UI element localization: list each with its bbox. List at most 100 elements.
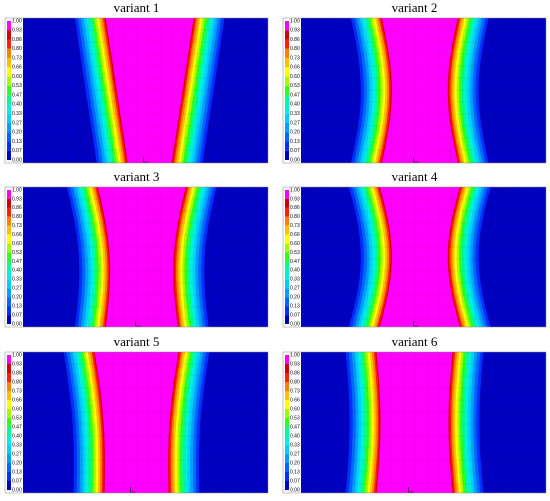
colorbar-tick-label: 0.86 — [290, 370, 300, 376]
axis-marker — [130, 487, 136, 493]
colorbar-swatch — [7, 391, 11, 400]
contour-field: 1.00 0.93 0.86 0.80 0.73 0.66 0.60 0.53 0.47 0.40… — [282, 17, 547, 163]
colorbar-swatch — [285, 436, 289, 445]
contour-field: 1.00 0.93 0.86 0.80 0.73 0.66 0.60 0.53 0.47 0.40… — [282, 186, 547, 328]
colorbar-tick-label: 0.80 — [12, 46, 22, 52]
panel-frame — [282, 186, 547, 328]
colorbar-swatch — [7, 382, 11, 391]
colorbar-tick-label: 0.80 — [290, 214, 300, 220]
colorbar-swatch — [285, 355, 289, 364]
colorbar-swatch — [7, 216, 11, 226]
colorbar-swatch — [7, 373, 11, 382]
colorbar-swatch — [285, 21, 289, 31]
colorbar-tick-label: 0.00 — [290, 487, 300, 493]
colorbar-tick-label: 0.66 — [290, 65, 300, 71]
colorbar-swatch — [285, 30, 289, 40]
colorbar-tick-label: 1.00 — [290, 187, 300, 193]
colorbar-tick-label: 0.33 — [12, 111, 22, 117]
colorbar-tick-label: 0.07 — [12, 478, 22, 484]
colorbar-swatch — [285, 122, 289, 133]
colorbar-tick-label: 0.93 — [290, 361, 300, 367]
colorbar-swatch — [285, 132, 289, 142]
colorbar-swatch — [285, 243, 289, 253]
colorbar-swatch — [285, 141, 289, 151]
colorbar-tick-label: 0.27 — [290, 120, 300, 126]
colorbar-swatch — [285, 85, 289, 96]
colorbar-swatch — [285, 481, 289, 490]
colorbar-swatch — [285, 190, 289, 199]
colorbar-tick-label: 0.00 — [12, 321, 22, 327]
colorbar-swatch — [7, 95, 11, 105]
colorbar-swatch — [7, 481, 11, 490]
colorbar-tick-label: 0.47 — [12, 92, 22, 98]
contour-band — [97, 187, 186, 327]
colorbar-swatch — [285, 382, 289, 391]
colorbar-swatch — [285, 279, 289, 289]
colorbar-tick-label: 0.60 — [12, 241, 22, 247]
colorbar-tick-label: 0.66 — [12, 397, 22, 403]
colorbar-swatch — [7, 30, 11, 40]
colorbar-tick-label: 0.20 — [290, 460, 300, 466]
colorbar-swatch — [285, 104, 289, 114]
colorbar-tick-label: 0.80 — [12, 379, 22, 385]
colorbar-tick-label: 0.40 — [290, 433, 300, 439]
contour-field: 1.00 0.93 0.86 0.80 0.73 0.66 0.60 0.53 0.47 0.40… — [282, 351, 547, 493]
contour-band — [376, 352, 453, 493]
colorbar-tick-label: 0.86 — [12, 205, 22, 211]
contour-band — [381, 18, 458, 163]
colorbar-tick-label: 0.53 — [290, 415, 300, 421]
colorbar-swatch — [7, 463, 11, 472]
axis-marker — [408, 487, 414, 493]
panel-title: variant 2 — [392, 0, 438, 15]
colorbar-swatch — [285, 418, 289, 427]
colorbar-tick-label: 0.00 — [290, 321, 300, 327]
colorbar-tick-label: 0.47 — [290, 92, 300, 98]
colorbar-tick-label: 0.33 — [290, 442, 300, 448]
colorbar-tick-label: 0.47 — [12, 259, 22, 265]
colorbar-tick-label: 1.00 — [12, 187, 22, 193]
colorbar-tick-label: 0.86 — [290, 37, 300, 43]
panel-title: variant 6 — [392, 334, 438, 349]
colorbar-swatch — [285, 364, 289, 373]
colorbar-swatch — [7, 472, 11, 481]
colorbar-swatch — [7, 445, 11, 454]
colorbar-swatch — [7, 39, 11, 49]
colorbar-swatch — [285, 306, 289, 316]
colorbar-swatch — [7, 85, 11, 96]
colorbar-tick-label: 0.27 — [12, 286, 22, 292]
colorbar-tick-label: 0.40 — [12, 102, 22, 108]
axis-marker — [143, 157, 149, 163]
colorbar-swatch — [285, 288, 289, 298]
colorbar-swatch — [7, 261, 11, 271]
colorbar-tick-label: 0.00 — [290, 157, 300, 163]
colorbar-tick-label: 0.93 — [12, 196, 22, 202]
colorbar-tick-label: 0.86 — [290, 205, 300, 211]
colorbar-swatch — [285, 297, 289, 307]
colorbar-tick-label: 0.73 — [290, 223, 300, 229]
colorbar-tick-label: 0.60 — [290, 74, 300, 80]
colorbar-tick-label: 1.00 — [290, 18, 300, 24]
colorbar-swatch — [7, 243, 11, 253]
colorbar-swatch — [7, 190, 11, 199]
colorbar-tick-label: 0.20 — [290, 130, 300, 136]
colorbar-tick-label: 0.40 — [290, 268, 300, 274]
axis-marker — [135, 321, 141, 327]
colorbar-swatch — [7, 306, 11, 316]
colorbar-swatch — [7, 409, 11, 418]
colorbar-tick-label: 0.80 — [12, 214, 22, 220]
colorbar-tick-label: 0.07 — [290, 312, 300, 318]
colorbar-tick-label: 0.93 — [12, 28, 22, 34]
colorbar-tick-label: 0.47 — [290, 259, 300, 265]
colorbar-tick-label: 0.33 — [12, 442, 22, 448]
colorbar-tick-label: 1.00 — [12, 352, 22, 358]
colorbar-swatch — [7, 207, 11, 217]
colorbar-swatch — [285, 391, 289, 400]
colorbar-tick-label: 0.07 — [12, 312, 22, 318]
colorbar-swatch — [7, 132, 11, 142]
colorbar-tick-label: 0.93 — [290, 196, 300, 202]
colorbar-tick-label: 1.00 — [12, 18, 22, 24]
colorbar-tick-label: 0.20 — [12, 295, 22, 301]
colorbar-tick-label: 0.13 — [290, 469, 300, 475]
colorbar-swatch — [7, 234, 11, 244]
colorbar-tick-label: 0.86 — [12, 370, 22, 376]
